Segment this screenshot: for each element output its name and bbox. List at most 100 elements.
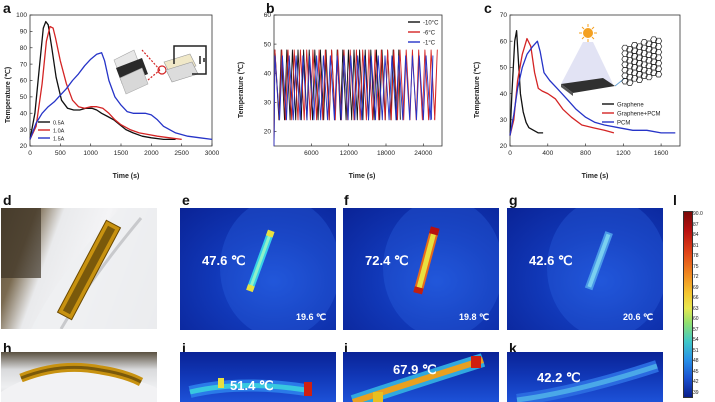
lattice-hexagon [630, 75, 639, 82]
chart-b-legend-label: -10°C [423, 21, 439, 27]
chart-a: Temperature (℃) Time (s) 0 500 1000 1500 20 0… [4, 12, 220, 180]
colorbar-tick-label: 90.0 [693, 211, 703, 217]
chart-b-legend-label: -6°C [423, 31, 436, 37]
graphene-lattice-illustration [621, 36, 663, 86]
max-temperature-label: 47.6 ℃ [202, 253, 246, 268]
colorbar-tick-label: 78 [693, 253, 699, 260]
thermal-image-i: 51.4 ℃ [180, 352, 336, 402]
x-tick-label: 2500 [174, 150, 189, 157]
colorbar-tick-label: 63 [693, 305, 699, 312]
y-tick-label: 30 [20, 127, 28, 134]
x-tick-label: 1200 [616, 150, 631, 157]
panel-letter-c: c [484, 0, 492, 16]
x-tick-label: 0 [508, 150, 512, 157]
y-tick-label: 50 [264, 41, 272, 48]
y-tick-label: 20 [20, 143, 28, 150]
chart-c-legend-label: Graphene [617, 103, 644, 109]
chart-c: Temperature (℃) Time (s) 0 400 800 1200 1600… [473, 12, 681, 180]
chart-a-ylabel: Temperature (℃) [4, 67, 12, 123]
photo-heater-on-sleeve [1, 208, 157, 329]
max-temperature-label: 42.6 ℃ [529, 253, 573, 268]
x-tick-label: 12000 [340, 150, 358, 157]
panel-letter-l: l [673, 192, 677, 208]
chart-b-legend: -10°C -6°C -1°C [408, 21, 439, 47]
chart-c-legend-label: PCM [617, 121, 630, 127]
y-tick-label: 40 [264, 70, 272, 77]
series-line-graphene-pcm [509, 37, 615, 136]
y-tick-label: 90 [20, 29, 28, 36]
lattice-hexagon [626, 79, 634, 86]
colorbar-tick-label: 84 [693, 232, 699, 239]
chart-a-legend-label: 1.5A [53, 137, 65, 143]
series-line-graphene [509, 30, 544, 136]
y-tick-label: 50 [500, 65, 508, 72]
panel-letter-d: d [3, 192, 12, 208]
panel-letter-f: f [344, 192, 349, 208]
chart-c-xlabel: Time (s) [582, 173, 609, 180]
y-tick-label: 70 [20, 61, 28, 68]
photo-heater-on-elbow [1, 352, 157, 402]
x-tick-label: 0 [28, 150, 32, 157]
colorbar-tick-label: 60 [693, 316, 699, 323]
y-tick-label: 30 [500, 117, 508, 124]
x-tick-label: 24000 [414, 150, 432, 157]
chart-b-legend-label: -1°C [423, 41, 436, 47]
y-tick-label: 20 [500, 143, 508, 150]
colorbar-tick-label: 81 [693, 242, 699, 249]
colorbar-tick-label: 69 [693, 284, 699, 291]
max-temperature-label: 67.9 ℃ [393, 362, 437, 377]
chart-a-legend-label: 0.5A [53, 121, 65, 127]
series-line-1-5a [29, 52, 213, 141]
x-tick-label: 3000 [205, 150, 220, 157]
x-tick-label: 18000 [377, 150, 395, 157]
colorbar-tick-label: 72 [693, 274, 699, 281]
y-tick-label: 80 [20, 45, 28, 52]
chart-b-plot-frame [273, 14, 443, 147]
series-line--1-c [273, 55, 434, 147]
heater-schematic-illustration [113, 45, 207, 95]
colorbar-tick-label: 57 [693, 326, 699, 333]
sun-icon [579, 24, 597, 42]
series-line-pcm [509, 40, 676, 136]
thermal-image-g: 42.6 ℃ 20.6 ℃ [507, 208, 663, 330]
series-line-0-5a [29, 20, 176, 141]
y-tick-label: 50 [20, 94, 28, 101]
thermal-image-k: 42.2 ℃ [507, 352, 663, 402]
x-tick-label: 800 [580, 150, 591, 157]
colorbar-tick-label: 54 [693, 337, 699, 344]
x-tick-label: 1500 [114, 150, 129, 157]
x-tick-label: 500 [55, 150, 66, 157]
max-temperature-label: 72.4 ℃ [365, 253, 409, 268]
panel-letter-b: b [266, 0, 275, 16]
panel-letter-h: h [3, 340, 12, 356]
x-tick-label: 6000 [304, 150, 319, 157]
max-temperature-label: 51.4 ℃ [230, 378, 274, 393]
lattice-hexagon [650, 69, 658, 76]
lattice-hexagon [645, 73, 653, 81]
colorbar-tick-label: 66 [693, 295, 699, 302]
chart-c-legend-label: Graphene+PCM [617, 112, 661, 118]
chart-c-ylabel: Temperature (℃) [473, 62, 481, 118]
y-tick-label: 60 [264, 12, 272, 19]
max-temperature-label: 42.2 ℃ [537, 370, 581, 385]
chart-a-legend: 0.5A 1.0A 1.5A [38, 121, 65, 143]
x-tick-label: 1600 [654, 150, 669, 157]
chart-a-legend-label: 1.0A [53, 129, 65, 135]
chart-a-xlabel: Time (s) [113, 173, 140, 180]
thermal-image-j: 67.9 ℃ [343, 352, 499, 402]
chart-b-xlabel: Time (s) [349, 173, 376, 180]
panel-letter-j: j [344, 340, 348, 356]
ambient-temperature-label: 19.6 ℃ [296, 312, 327, 322]
y-tick-label: 60 [500, 38, 508, 45]
lattice-hexagon [635, 76, 644, 83]
chart-b: Temperature (℃) Time (s) 6000 12000 18000 2… [237, 12, 443, 180]
lattice-hexagon [640, 72, 648, 79]
panel-letter-g: g [509, 192, 518, 208]
series-line--6-c [273, 49, 438, 147]
panel-letter-a: a [3, 0, 11, 16]
x-tick-label: 400 [542, 150, 553, 157]
chart-c-plot-frame [509, 14, 681, 147]
thermal-image-e: 47.6 ℃ 19.6 ℃ [180, 208, 336, 330]
y-tick-label: 40 [20, 110, 28, 117]
x-tick-label: 1000 [83, 150, 98, 157]
